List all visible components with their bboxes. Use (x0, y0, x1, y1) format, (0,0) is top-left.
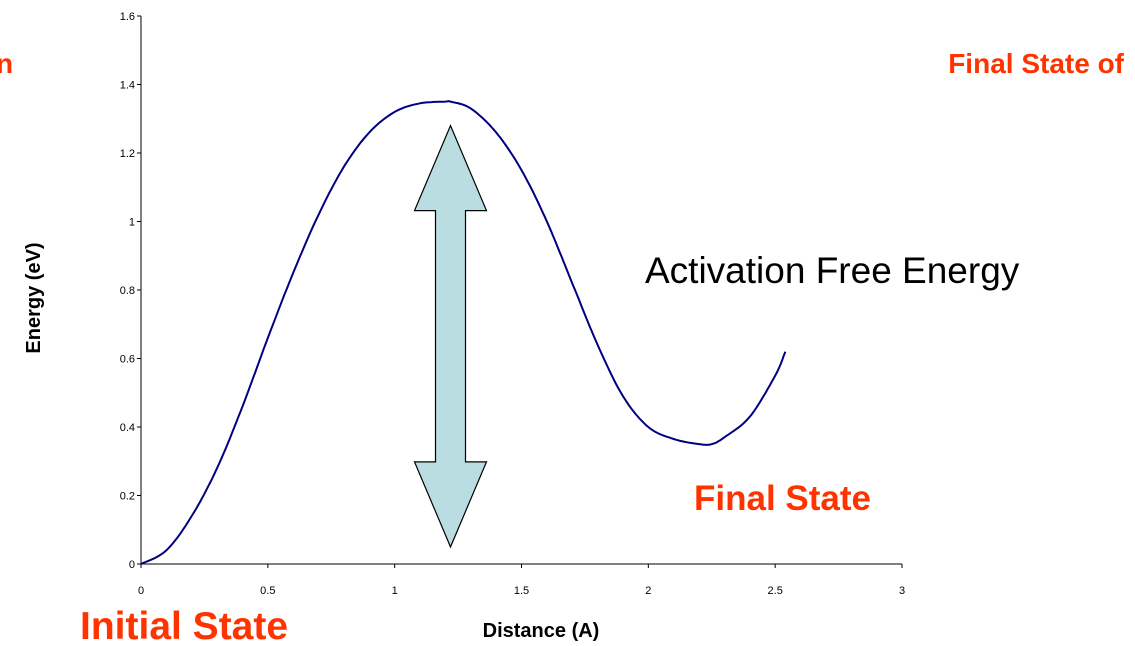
y-tick-label: 0 (129, 559, 135, 571)
activation-energy-arrow (413, 124, 488, 549)
final-state-of-label: Final State of (948, 48, 1124, 79)
x-ticks: 0 0.5 1 1.5 2 2.5 3 (138, 564, 905, 597)
initial-state-label: Initial State (80, 605, 288, 646)
y-axis-title: Energy (eV) (23, 242, 45, 353)
x-tick-label: 1 (392, 585, 398, 597)
y-ticks: 0 0.2 0.4 0.6 0.8 1 1.2 1.4 1.6 (120, 11, 141, 571)
x-tick-label: 1.5 (514, 585, 529, 597)
y-tick-label: 0.2 (120, 491, 135, 503)
x-axis-title: Distance (A) (483, 620, 600, 642)
x-tick-label: 2.5 (768, 585, 783, 597)
y-tick-label: 1.4 (120, 80, 135, 92)
y-tick-label: 1 (129, 217, 135, 229)
activation-free-energy-label: Activation Free Energy (645, 250, 1020, 291)
final-state-label: Final State (694, 479, 871, 518)
energy-curve-line (140, 100, 787, 565)
y-tick-label: 0.4 (120, 422, 135, 434)
clipped-red-label: n (0, 48, 13, 79)
x-tick-label: 3 (899, 585, 905, 597)
y-tick-label: 1.6 (120, 11, 135, 23)
y-tick-label: 1.2 (120, 148, 135, 160)
y-tick-label: 0.8 (120, 285, 135, 297)
y-tick-label: 0.6 (120, 354, 135, 366)
x-tick-label: 0 (138, 585, 144, 597)
x-tick-label: 0.5 (260, 585, 275, 597)
x-tick-label: 2 (645, 585, 651, 597)
axes: 0 0.2 0.4 0.6 0.8 1 1.2 1.4 1.6 0 0.5 1 1.5 2 2.5 3 (120, 11, 905, 597)
